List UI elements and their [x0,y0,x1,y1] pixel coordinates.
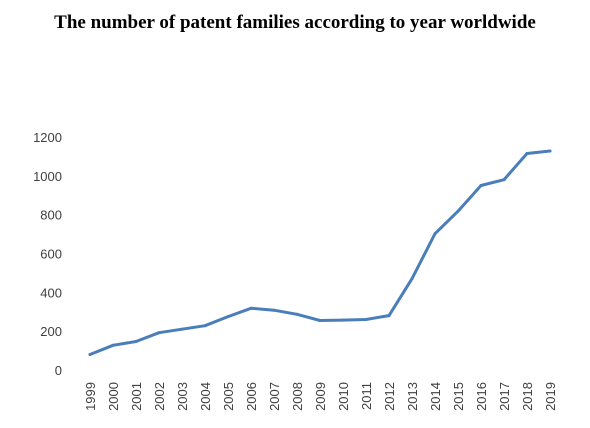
data-point [479,184,483,187]
data-point [502,178,506,182]
data-point [249,306,253,310]
data-point [410,277,414,281]
x-tick-label: 2008 [290,382,305,411]
series-line [88,149,552,356]
x-tick-label: 2019 [543,382,558,411]
data-point [318,319,322,322]
data-point [226,315,230,319]
data-point [180,327,184,331]
data-point [456,209,460,213]
x-tick-label: 2011 [359,382,374,410]
y-tick-label: 0 [55,363,62,378]
data-point [341,318,345,322]
y-tick-label: 1200 [33,130,62,145]
data-point [548,149,552,153]
x-tick-label: 2012 [382,382,397,411]
y-tick-label: 600 [40,247,62,262]
x-tick-label: 2004 [198,382,213,411]
x-axis-ticks: 1999 2000 2001 2002 2003 2004 2005 2006 2007 2008… [83,382,558,411]
x-tick-label: 2010 [336,382,351,411]
x-tick-label: 2015 [451,382,466,411]
y-tick-label: 800 [40,208,62,223]
x-tick-label: 2014 [428,382,443,411]
x-tick-label: 2000 [106,382,121,411]
data-point [157,331,161,335]
x-tick-label: 2003 [175,382,190,411]
series-layer [88,149,552,356]
data-point [433,232,437,236]
data-point [88,353,92,356]
y-axis-ticks: 0 200 400 600 800 1000 1200 [33,130,62,378]
data-point [134,340,138,343]
x-tick-label: 2017 [497,382,512,411]
x-tick-label: 2007 [267,382,282,411]
data-point [525,152,529,155]
x-tick-label: 2001 [129,382,144,411]
x-tick-label: 2002 [152,382,167,411]
x-tick-label: 2006 [244,382,259,411]
y-tick-label: 400 [40,285,62,300]
data-point [272,308,276,312]
x-tick-label: 2018 [520,382,535,411]
x-tick-label: 2016 [474,382,489,411]
x-tick-label: 2005 [221,382,236,411]
chart-title: The number of patent families according … [54,12,536,33]
y-tick-label: 200 [40,324,62,339]
data-point [111,343,115,347]
data-point [295,312,299,316]
x-tick-label: 2009 [313,382,328,411]
x-tick-label: 1999 [83,382,98,411]
y-tick-label: 1000 [33,169,62,184]
data-point [387,314,391,318]
data-point [203,324,207,328]
x-tick-label: 2013 [405,382,420,411]
data-point [364,318,368,321]
